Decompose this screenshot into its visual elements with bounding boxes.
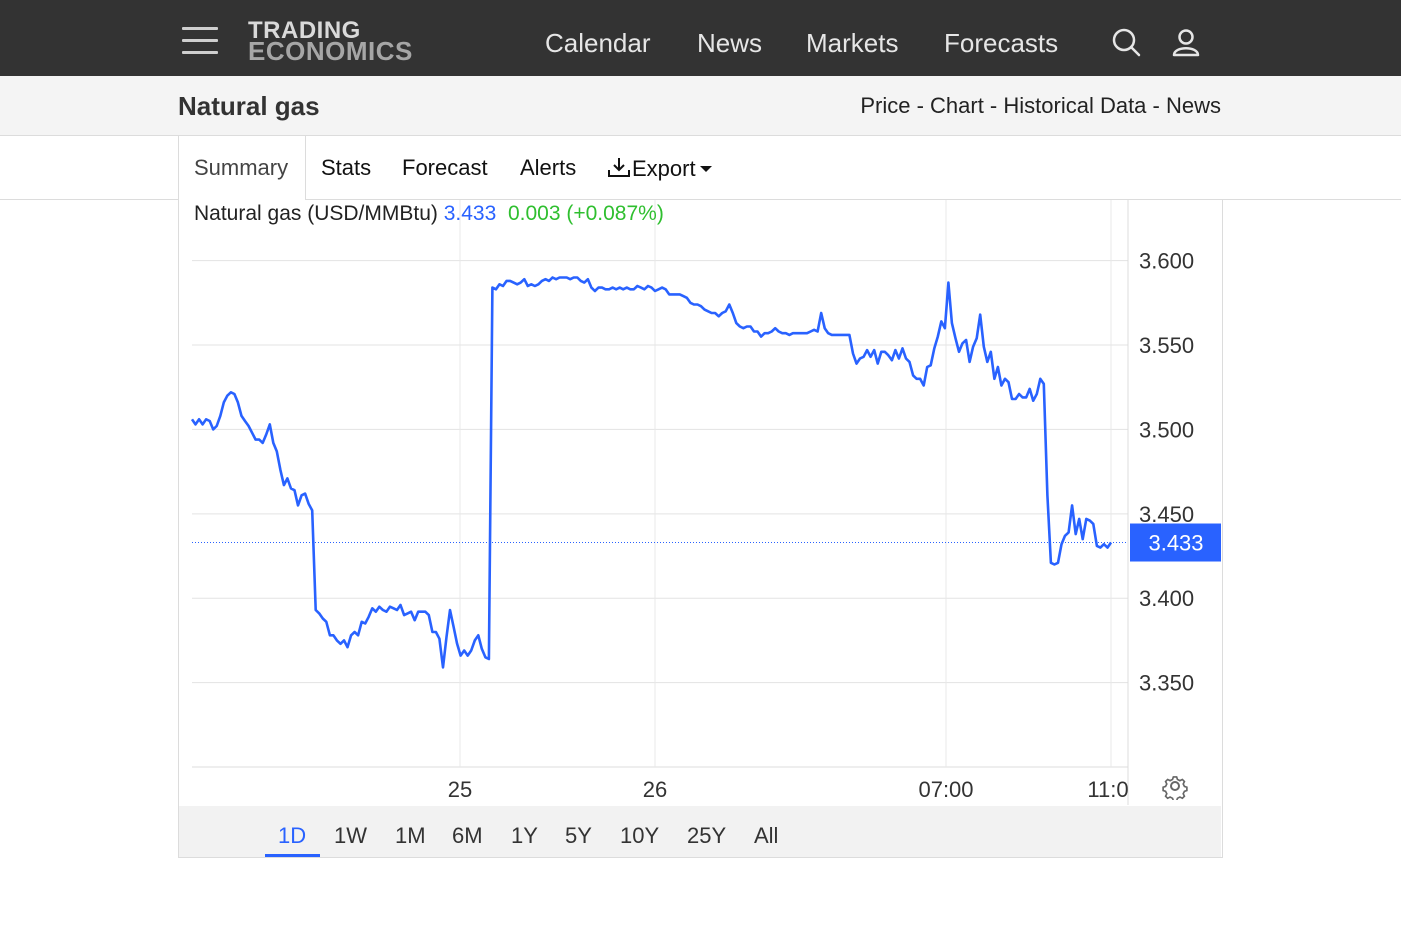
export-label: Export xyxy=(632,156,696,181)
nav-forecasts[interactable]: Forecasts xyxy=(944,28,1059,58)
search-icon[interactable] xyxy=(1110,26,1142,58)
tab-alerts[interactable]: Alerts xyxy=(520,155,577,180)
link-price[interactable]: Price xyxy=(860,93,911,118)
link-separator: - xyxy=(1146,93,1166,118)
logo[interactable]: TRADING ECONOMICS xyxy=(248,17,413,66)
link-news[interactable]: News xyxy=(1165,93,1221,118)
tab-export[interactable]: Export xyxy=(606,155,713,182)
legend-change: 0.003 (+0.087%) xyxy=(507,202,664,225)
caret-down-icon xyxy=(699,166,712,172)
nav-calendar[interactable]: Calendar xyxy=(545,28,651,58)
range-1d[interactable]: 1D xyxy=(278,823,307,848)
link-separator: - xyxy=(910,93,931,118)
legend-name: Natural gas (USD/MMBtu) xyxy=(194,202,438,225)
range-1w[interactable]: 1W xyxy=(334,823,367,848)
tab-stats[interactable]: Stats xyxy=(321,155,372,180)
range-all[interactable]: All xyxy=(754,823,779,848)
range-10y[interactable]: 10Y xyxy=(620,823,660,848)
nav-news[interactable]: News xyxy=(697,28,763,58)
logo-line-2: ECONOMICS xyxy=(248,36,413,66)
range-active-underline xyxy=(265,854,320,857)
page-title: Natural gas xyxy=(178,91,320,121)
tab-summary[interactable]: Summary xyxy=(194,155,289,180)
range-1y[interactable]: 1Y xyxy=(511,823,538,848)
range-25y[interactable]: 25Y xyxy=(687,823,727,848)
legend-price: 3.433 xyxy=(443,202,497,225)
settings-gear-icon[interactable] xyxy=(1161,772,1189,800)
user-icon[interactable] xyxy=(1170,26,1202,58)
link-separator: - xyxy=(983,93,1004,118)
tab-active-indicator xyxy=(178,136,306,200)
tabs-row xyxy=(0,136,1401,200)
chart-legend: Natural gas (USD/MMBtu) 3.433 0.003 (+0.… xyxy=(194,202,664,226)
logo-line-1: TRADING xyxy=(248,17,361,44)
menu-icon[interactable] xyxy=(182,27,218,55)
subheader-links: Price - Chart - Historical Data - News xyxy=(860,93,1221,119)
link-chart[interactable]: Chart xyxy=(930,93,984,118)
subheader xyxy=(0,76,1401,136)
link-historical-data[interactable]: Historical Data xyxy=(1003,93,1147,118)
tab-forecast[interactable]: Forecast xyxy=(402,155,488,180)
range-1m[interactable]: 1M xyxy=(395,823,426,848)
chart-panel xyxy=(178,200,1223,858)
top-navbar: TRADING ECONOMICS Calendar News Markets … xyxy=(0,0,1401,76)
range-selector xyxy=(179,806,1221,857)
range-5y[interactable]: 5Y xyxy=(565,823,592,848)
range-6m[interactable]: 6M xyxy=(452,823,483,848)
nav-markets[interactable]: Markets xyxy=(806,28,899,58)
download-icon xyxy=(608,158,630,177)
